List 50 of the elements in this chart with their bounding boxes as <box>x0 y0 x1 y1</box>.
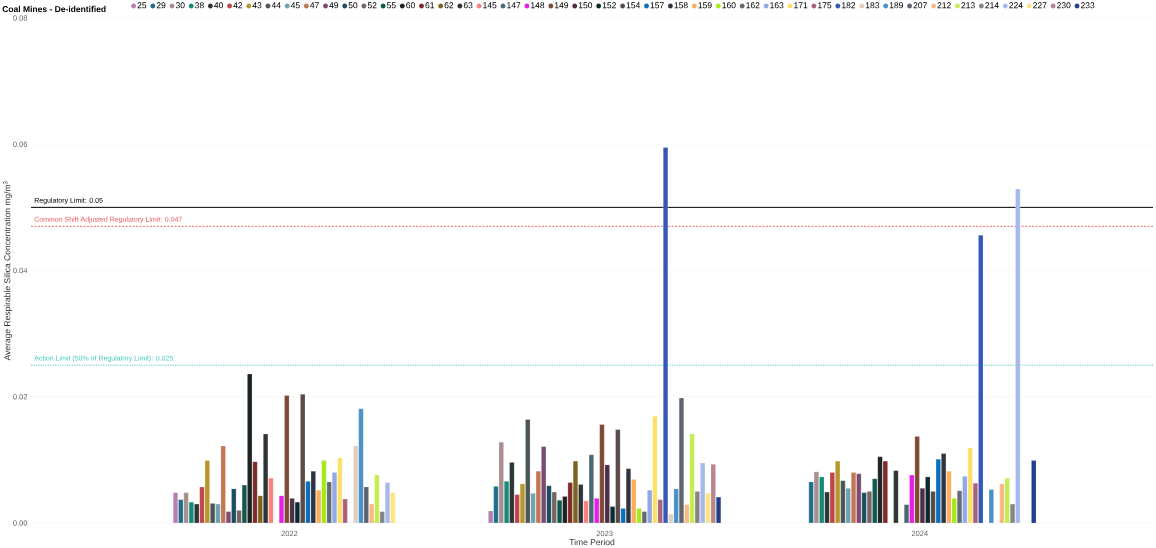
y-axis-title: Average Respirable Silica Concentration mg/m$^{3}$ <box>3 181 13 361</box>
legend-label: 42 <box>233 2 243 9</box>
legend-label: 148 <box>531 2 545 9</box>
legend-label: 62 <box>444 2 454 9</box>
legend-label: 29 <box>156 2 166 9</box>
legend-label: 159 <box>698 2 712 9</box>
legend-label: 44 <box>271 2 281 9</box>
legend-label: 214 <box>985 2 999 9</box>
legend-label: 189 <box>889 2 903 9</box>
legend-label: 171 <box>794 2 808 9</box>
legend-label: 40 <box>214 2 224 9</box>
legend-label: 43 <box>252 2 262 9</box>
legend-label: 207 <box>913 2 927 9</box>
legend-label: 49 <box>329 2 339 9</box>
legend-label: 47 <box>310 2 319 9</box>
legend-label: 147 <box>507 2 521 9</box>
legend-label: 25 <box>137 2 147 9</box>
legend-label: 160 <box>722 2 736 9</box>
legend-label: 227 <box>1033 2 1047 9</box>
legend-label: 224 <box>1009 2 1023 9</box>
legend-label: 213 <box>961 2 975 9</box>
legend-label: 149 <box>554 2 569 9</box>
bar <box>1031 460 1037 524</box>
legend-label: 61 <box>425 2 435 9</box>
bar <box>988 489 994 524</box>
legend-label: 152 <box>602 2 616 9</box>
legend-label: 175 <box>818 2 832 9</box>
legend-label: 154 <box>626 2 641 9</box>
legend-label: 38 <box>195 2 204 9</box>
x-axis-title: Time Period <box>569 538 615 546</box>
legend-label: 52 <box>367 2 377 9</box>
legend-label: 63 <box>463 2 473 9</box>
legend-label: 55 <box>386 2 396 9</box>
legend-label: 50 <box>348 2 358 9</box>
legend-label: 183 <box>865 2 880 9</box>
legend-label: 230 <box>1057 2 1071 9</box>
bar <box>893 470 899 524</box>
legend-label: 182 <box>842 2 856 9</box>
legend-label: 45 <box>290 2 300 9</box>
legend-title: Coal Mines - De-identified <box>2 5 106 13</box>
legend-label: 30 <box>175 2 185 9</box>
legend-label: 145 <box>483 2 497 9</box>
legend-label: 233 <box>1080 2 1095 9</box>
legend-label: 157 <box>650 2 664 9</box>
legend-label: 158 <box>674 2 688 9</box>
legend-label: 163 <box>770 2 784 9</box>
legend-label: 162 <box>746 2 760 9</box>
legend-label: 150 <box>578 2 593 9</box>
legend-label: 60 <box>406 2 415 9</box>
legend-label: 212 <box>937 2 951 9</box>
